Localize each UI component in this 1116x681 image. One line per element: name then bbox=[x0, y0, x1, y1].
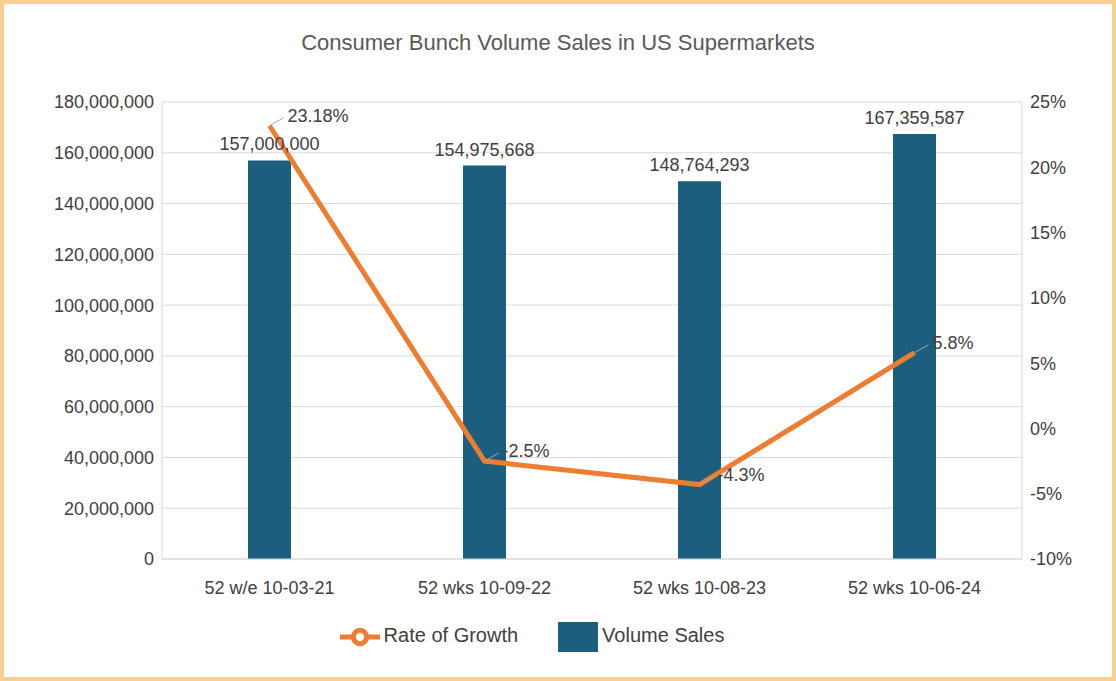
svg-text:160,000,000: 160,000,000 bbox=[54, 143, 154, 163]
svg-text:80,000,000: 80,000,000 bbox=[64, 346, 154, 366]
svg-text:167,359,587: 167,359,587 bbox=[864, 108, 964, 128]
svg-text:120,000,000: 120,000,000 bbox=[54, 245, 154, 265]
svg-text:148,764,293: 148,764,293 bbox=[649, 155, 749, 175]
svg-text:52 wks 10-08-23: 52 wks 10-08-23 bbox=[633, 578, 766, 598]
svg-text:15%: 15% bbox=[1030, 223, 1066, 243]
svg-text:23.18%: 23.18% bbox=[288, 106, 349, 126]
svg-text:52 wks 10-09-22: 52 wks 10-09-22 bbox=[418, 578, 551, 598]
svg-text:157,000,000: 157,000,000 bbox=[219, 134, 319, 154]
svg-text:10%: 10% bbox=[1030, 288, 1066, 308]
svg-text:20%: 20% bbox=[1030, 158, 1066, 178]
svg-text:5%: 5% bbox=[1030, 354, 1056, 374]
svg-text:20,000,000: 20,000,000 bbox=[64, 499, 154, 519]
svg-text:52 wks 10-06-24: 52 wks 10-06-24 bbox=[848, 578, 981, 598]
svg-text:60,000,000: 60,000,000 bbox=[64, 397, 154, 417]
svg-text:-5%: -5% bbox=[1030, 484, 1062, 504]
html-text:Volume Sales: Volume Sales bbox=[602, 624, 725, 647]
html-text:Consumer Bunch Volume Sales in: Consumer Bunch Volume Sales in US Superm… bbox=[301, 30, 815, 55]
svg-text:0: 0 bbox=[144, 549, 154, 569]
svg-text:40,000,000: 40,000,000 bbox=[64, 448, 154, 468]
svg-text:0%: 0% bbox=[1030, 419, 1056, 439]
svg-text:25%: 25% bbox=[1030, 92, 1066, 112]
svg-text:154,975,668: 154,975,668 bbox=[434, 140, 534, 160]
svg-text:-2.5%: -2.5% bbox=[503, 441, 550, 461]
svg-text:5.8%: 5.8% bbox=[933, 333, 974, 353]
html-text:Rate of Growth: Rate of Growth bbox=[383, 624, 519, 647]
svg-text:180,000,000: 180,000,000 bbox=[54, 92, 154, 112]
svg-text:100,000,000: 100,000,000 bbox=[54, 296, 154, 316]
svg-text:-10%: -10% bbox=[1030, 549, 1072, 569]
svg-text:-4.3%: -4.3% bbox=[718, 465, 765, 485]
svg-text:52 w/e 10-03-21: 52 w/e 10-03-21 bbox=[204, 578, 334, 598]
svg-text:140,000,000: 140,000,000 bbox=[54, 194, 154, 214]
